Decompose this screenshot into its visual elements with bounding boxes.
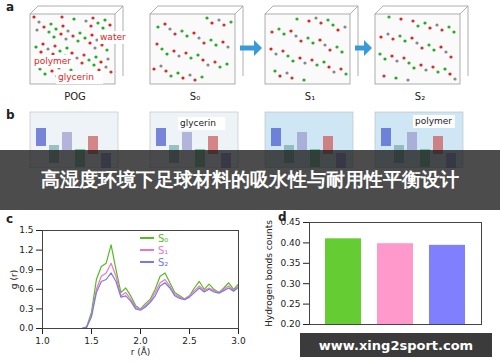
- svg-text:1.2: 1.2: [19, 245, 33, 255]
- svg-text:0.40: 0.40: [280, 238, 300, 248]
- svg-text:S₁: S₁: [305, 91, 315, 102]
- svg-text:0.9: 0.9: [19, 265, 34, 275]
- svg-text:0.30: 0.30: [280, 279, 300, 289]
- svg-text:0.0: 0.0: [19, 323, 34, 333]
- svg-text:polymer: polymer: [34, 56, 71, 66]
- svg-text:Hydrogen bonds counts: Hydrogen bonds counts: [264, 220, 274, 327]
- svg-text:polymer: polymer: [415, 116, 452, 126]
- svg-text:r (Å): r (Å): [131, 346, 151, 357]
- svg-text:S₀: S₀: [190, 91, 200, 102]
- svg-text:2.0: 2.0: [133, 336, 148, 346]
- svg-text:0.20: 0.20: [280, 319, 300, 329]
- svg-text:water: water: [100, 32, 126, 42]
- svg-text:0.25: 0.25: [280, 299, 300, 309]
- svg-text:0.35: 0.35: [280, 258, 300, 268]
- svg-text:1.5: 1.5: [84, 336, 98, 346]
- svg-text:1.5: 1.5: [19, 225, 33, 235]
- svg-text:0.6: 0.6: [19, 284, 34, 294]
- svg-text:glycerin: glycerin: [58, 72, 94, 82]
- svg-text:0.3: 0.3: [19, 304, 33, 314]
- svg-text:POG: POG: [64, 91, 86, 102]
- svg-text:1.0: 1.0: [35, 336, 50, 346]
- svg-text:S₂: S₂: [415, 91, 425, 102]
- svg-text:2.5: 2.5: [182, 336, 196, 346]
- svg-text:glycerin: glycerin: [180, 118, 216, 128]
- svg-text:g (r): g (r): [9, 270, 19, 289]
- svg-text:3.0: 3.0: [231, 336, 246, 346]
